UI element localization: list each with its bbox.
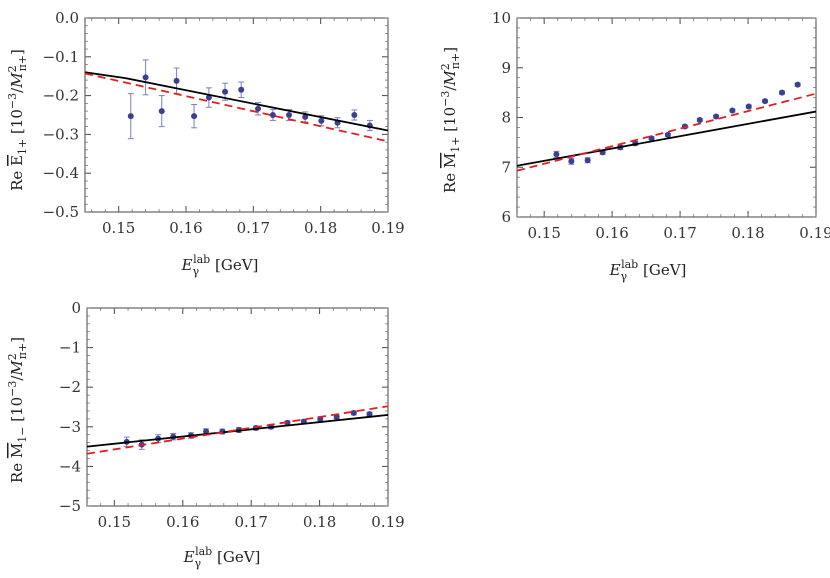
data-point — [794, 81, 801, 88]
data-point — [568, 158, 575, 165]
ylabel-m1plus: Re M1+ [10−3/M2π+] — [439, 47, 462, 193]
data-point — [584, 157, 591, 164]
x-tick-label: 0.15 — [527, 224, 560, 242]
x-tick-label: 0.17 — [237, 219, 270, 237]
dashed-curve — [87, 405, 388, 455]
x-tick-label: 0.16 — [166, 513, 199, 531]
data-point — [779, 89, 786, 96]
y-tick-label: −1 — [59, 339, 81, 357]
data-point — [255, 105, 262, 112]
plot-frame-m1minus — [86, 307, 389, 507]
x-tick-label: 0.17 — [663, 224, 696, 242]
data-point — [729, 107, 736, 114]
data-point — [142, 74, 149, 81]
solid-curve — [87, 414, 388, 448]
data-point — [302, 113, 309, 120]
data-point — [205, 94, 212, 101]
y-tick-label: −0.2 — [43, 87, 79, 105]
y-tick-label: 8 — [501, 109, 511, 127]
data-point — [664, 131, 671, 138]
data-point — [127, 113, 134, 120]
x-tick-label: 0.16 — [595, 224, 628, 242]
y-tick-label: 7 — [501, 158, 511, 176]
xlabel-m1plus: Eγlab [GeV] — [609, 258, 687, 283]
data-point — [173, 77, 180, 84]
x-tick-label: 0.18 — [731, 224, 764, 242]
y-tick-label: −5 — [59, 497, 81, 515]
data-point — [158, 108, 165, 115]
data-point — [191, 113, 198, 120]
panel-e1plus: Re E1+ [10−3/M2π+] Eγlab [GeV] 0.15 0.16 0… — [6, 9, 405, 278]
x-tick-label: 0.19 — [371, 219, 404, 237]
plot-frame-e1plus — [84, 17, 389, 213]
y-tick-label: 9 — [501, 59, 511, 77]
y-tick-label: 0.0 — [55, 9, 79, 27]
data-point — [696, 116, 703, 123]
data-point — [269, 112, 276, 118]
y-tick-label: −0.3 — [43, 125, 79, 143]
y-tick-label: −3 — [59, 418, 81, 436]
data-point — [351, 112, 358, 118]
y-tick-label: −0.4 — [43, 164, 79, 182]
x-tick-label: 0.16 — [169, 219, 202, 237]
y-tick-label: 6 — [501, 208, 511, 226]
plot-frame-m1plus — [516, 17, 817, 218]
xlabel-e1plus: Eγlab [GeV] — [181, 253, 259, 278]
data-point — [286, 112, 293, 118]
solid-curve — [517, 110, 816, 167]
data-point — [238, 86, 245, 93]
solid-curve — [85, 71, 388, 132]
data-point — [762, 98, 769, 105]
ylabel-m1minus: Re M1− [10−3/M2π+] — [6, 337, 29, 483]
data-point — [350, 409, 357, 416]
xlabel-m1minus: Eγlab [GeV] — [183, 545, 261, 570]
x-tick-label: 0.19 — [371, 513, 404, 531]
data-point — [713, 113, 720, 120]
x-tick-label: 0.17 — [234, 513, 267, 531]
x-tick-label: 0.15 — [98, 513, 131, 531]
y-tick-label: −0.5 — [43, 203, 79, 221]
panel-m1plus: Re M1+ [10−3/M2π+] Eγlab [GeV] 0.15 0.16 0… — [439, 9, 830, 283]
y-tick-label: −0.1 — [43, 48, 79, 66]
data-point — [745, 103, 752, 110]
x-tick-label: 0.18 — [304, 219, 337, 237]
data-point — [222, 88, 229, 95]
x-tick-label: 0.18 — [303, 513, 336, 531]
ylabel-e1plus: Re E1+ [10−3/M2π+] — [6, 49, 29, 191]
data-point — [553, 151, 560, 158]
y-tick-label: −4 — [59, 457, 81, 475]
y-tick-label: −2 — [59, 378, 81, 396]
dashed-curve — [517, 92, 816, 172]
x-tick-label: 0.19 — [799, 224, 830, 242]
panel-m1minus: Re M1− [10−3/M2π+] Eγlab [GeV] 0.15 0.16 0… — [6, 299, 405, 570]
y-tick-label: 10 — [492, 9, 511, 27]
y-tick-label: 0 — [71, 299, 81, 317]
data-point — [318, 117, 325, 124]
data-point — [366, 411, 373, 418]
x-tick-label: 0.15 — [102, 219, 135, 237]
